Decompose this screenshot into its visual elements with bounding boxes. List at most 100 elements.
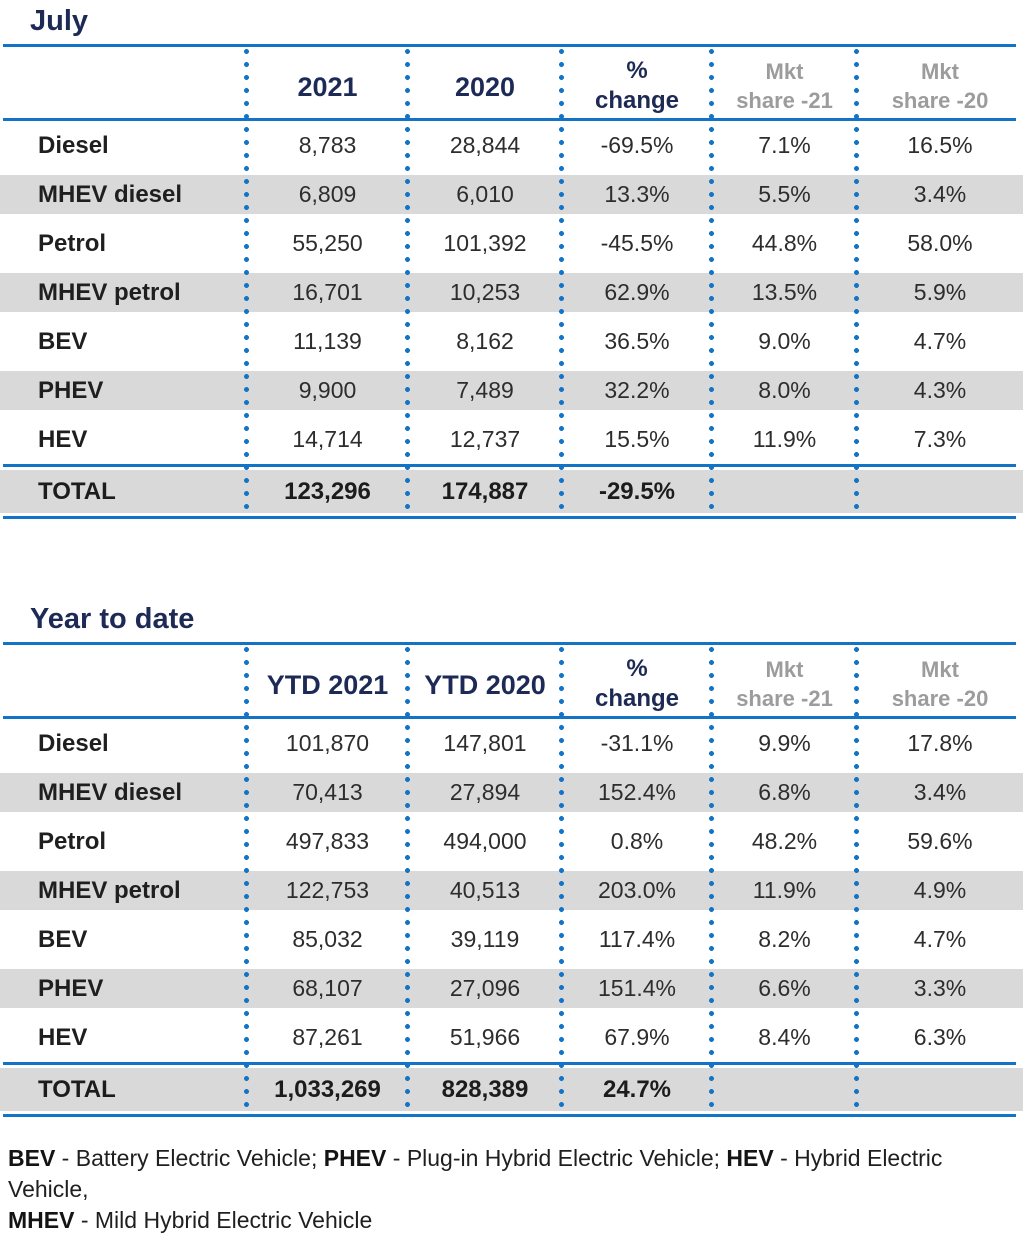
table-row-petrol: Petrol 497,833 494,000 0.8% 48.2% 59.6% bbox=[0, 817, 1023, 866]
cell-pct-change: 117.4% bbox=[598, 926, 676, 952]
column-separator-dots bbox=[852, 643, 861, 1116]
cell-mkt-21: 6.6% bbox=[758, 975, 811, 1001]
cell-pct-change: 62.9% bbox=[604, 279, 670, 305]
page: July 2021 2020 % change Mkt share -21 Mkt s… bbox=[0, 5, 1023, 1233]
cell-ytd-2021: 68,107 bbox=[292, 975, 363, 1001]
cell-ytd-2020: 828,389 bbox=[441, 1075, 529, 1103]
table-row-petrol: Petrol 55,250 101,392 -45.5% 44.8% 58.0% bbox=[0, 219, 1023, 268]
cell-pct-change: 36.5% bbox=[604, 328, 670, 354]
cell-mkt-21: 8.2% bbox=[758, 926, 811, 952]
cell-ytd-2020: 147,801 bbox=[443, 730, 527, 756]
table-row-mhev-diesel: MHEV diesel 70,413 27,894 152.4% 6.8% 3.… bbox=[0, 768, 1023, 817]
row-label: MHEV diesel bbox=[38, 778, 183, 806]
row-label: HEV bbox=[38, 425, 88, 453]
cell-pct-change: 15.5% bbox=[604, 426, 670, 452]
row-label: TOTAL bbox=[38, 1075, 116, 1103]
cell-ytd-2021: 87,261 bbox=[292, 1024, 363, 1050]
cell-pct-change: 203.0% bbox=[597, 877, 676, 903]
cell-ytd-2020: 27,894 bbox=[449, 779, 521, 805]
table-row-diesel: Diesel 101,870 147,801 -31.1% 9.9% 17.8% bbox=[0, 719, 1023, 768]
footnote-abbr-mhev: MHEV bbox=[8, 1207, 75, 1233]
cell-pct-change: 32.2% bbox=[604, 377, 670, 403]
row-label: Diesel bbox=[38, 729, 109, 757]
column-separator-dots bbox=[403, 45, 412, 518]
cell-ytd-2020: 40,513 bbox=[449, 877, 521, 903]
cell-mkt-20: 3.4% bbox=[913, 779, 967, 805]
cell-mkt-21: 6.8% bbox=[758, 779, 811, 805]
cell-mkt-20: 4.9% bbox=[913, 877, 967, 903]
cell-mkt-21: 44.8% bbox=[751, 230, 818, 256]
header-pct-change: % change bbox=[594, 654, 680, 712]
cell-2021: 16,701 bbox=[292, 279, 363, 305]
cell-ytd-2021: 70,413 bbox=[292, 779, 363, 805]
cell-mkt-21: 8.4% bbox=[758, 1024, 811, 1050]
table-row-total: TOTAL 123,296 174,887 -29.5% bbox=[0, 467, 1023, 516]
horizontal-rule bbox=[3, 44, 1016, 47]
cell-pct-change: -31.1% bbox=[600, 730, 674, 756]
cell-ytd-2020: 39,119 bbox=[450, 926, 520, 952]
cell-2020: 174,887 bbox=[441, 477, 529, 505]
cell-ytd-2021: 497,833 bbox=[285, 828, 370, 854]
horizontal-rule bbox=[3, 1062, 1016, 1065]
cell-mkt-21: 5.5% bbox=[758, 181, 811, 207]
header-mkt-share-21: Mkt share -21 bbox=[736, 58, 833, 113]
cell-mkt-21: 13.5% bbox=[751, 279, 818, 305]
table-row-mhev-petrol: MHEV petrol 16,701 10,253 62.9% 13.5% 5.… bbox=[0, 268, 1023, 317]
table-row-total: TOTAL 1,033,269 828,389 24.7% bbox=[0, 1065, 1023, 1114]
footnote-abbr-hev: HEV bbox=[726, 1145, 774, 1171]
cell-2021: 14,714 bbox=[292, 426, 363, 452]
cell-2020: 6,010 bbox=[456, 181, 514, 207]
row-label: MHEV petrol bbox=[38, 876, 181, 904]
row-label: BEV bbox=[38, 327, 88, 355]
footnote-text: - Battery Electric Vehicle; bbox=[55, 1145, 324, 1171]
cell-ytd-2020: 51,966 bbox=[449, 1024, 521, 1050]
cell-mkt-21: 11.9% bbox=[752, 877, 817, 903]
cell-mkt-21: 8.0% bbox=[758, 377, 811, 403]
row-label: PHEV bbox=[38, 974, 104, 1002]
row-label: MHEV petrol bbox=[38, 278, 181, 306]
cell-2020: 28,844 bbox=[449, 132, 521, 158]
horizontal-rule bbox=[3, 516, 1016, 519]
row-label: Petrol bbox=[38, 827, 107, 855]
cell-pct-change: -69.5% bbox=[600, 132, 674, 158]
cell-pct-change: 152.4% bbox=[597, 779, 676, 805]
column-separator-dots bbox=[557, 45, 566, 518]
header-empty bbox=[0, 47, 247, 118]
july-table: 2021 2020 % change Mkt share -21 Mkt share … bbox=[0, 44, 1023, 519]
header-2021: 2021 bbox=[297, 72, 358, 102]
row-label: TOTAL bbox=[38, 477, 116, 505]
horizontal-rule bbox=[3, 1114, 1016, 1117]
july-section-title: July bbox=[30, 5, 89, 37]
cell-mkt-21: 9.9% bbox=[758, 730, 811, 756]
row-label: MHEV diesel bbox=[38, 180, 183, 208]
column-separator-dots bbox=[242, 45, 251, 518]
cell-mkt-20: 59.6% bbox=[907, 828, 973, 854]
footnote: BEV - Battery Electric Vehicle; PHEV - P… bbox=[8, 1143, 1013, 1236]
header-2020: 2020 bbox=[454, 72, 516, 102]
table-row-hev: HEV 87,261 51,966 67.9% 8.4% 6.3% bbox=[0, 1013, 1023, 1062]
row-label: PHEV bbox=[38, 376, 104, 404]
cell-mkt-21 bbox=[712, 1065, 857, 1114]
table-row-mhev-diesel: MHEV diesel 6,809 6,010 13.3% 5.5% 3.4% bbox=[0, 170, 1023, 219]
horizontal-rule bbox=[3, 118, 1016, 121]
column-separator-dots bbox=[557, 643, 566, 1116]
cell-mkt-20: 5.9% bbox=[913, 279, 967, 305]
row-label: Petrol bbox=[38, 229, 107, 257]
column-separator-dots bbox=[707, 45, 716, 518]
header-pct-change: % change bbox=[594, 56, 680, 114]
cell-2020: 8,162 bbox=[456, 328, 514, 354]
cell-ytd-2021: 122,753 bbox=[285, 877, 370, 903]
cell-mkt-20: 6.3% bbox=[913, 1024, 967, 1050]
column-separator-dots bbox=[852, 45, 861, 518]
horizontal-rule bbox=[3, 716, 1016, 719]
cell-2020: 12,737 bbox=[449, 426, 521, 452]
cell-ytd-2021: 85,032 bbox=[292, 926, 363, 952]
cell-mkt-20: 4.7% bbox=[913, 328, 967, 354]
cell-pct-change: 67.9% bbox=[604, 1024, 670, 1050]
cell-2021: 55,250 bbox=[292, 230, 363, 256]
cell-mkt-21: 11.9% bbox=[752, 426, 817, 452]
ytd-section-title: Year to date bbox=[30, 603, 195, 635]
column-separator-dots bbox=[242, 643, 251, 1116]
cell-pct-change: 0.8% bbox=[610, 828, 664, 854]
header-ytd-2020: YTD 2020 bbox=[424, 670, 546, 700]
